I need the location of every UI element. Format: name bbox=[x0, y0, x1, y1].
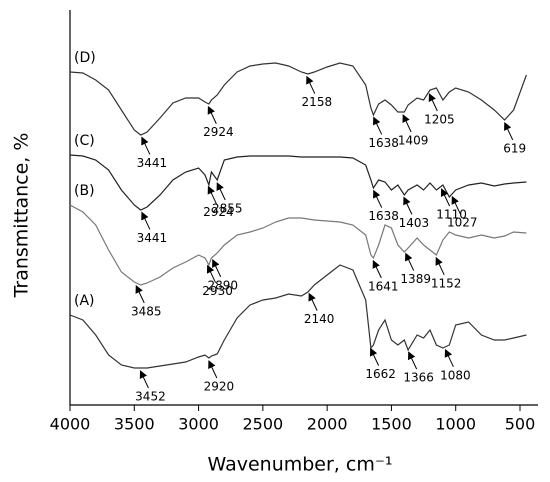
spectrum-line bbox=[69, 204, 527, 286]
peak-arrow bbox=[212, 258, 222, 278]
peak-arrow bbox=[405, 252, 415, 271]
series-label: (D) bbox=[74, 50, 96, 66]
spectrum-line bbox=[69, 264, 527, 369]
x-tick-label: 2500 bbox=[242, 415, 283, 434]
peak-label: 3485 bbox=[131, 304, 162, 318]
peak-label: 1152 bbox=[431, 276, 462, 290]
peak-label: 3452 bbox=[135, 390, 166, 404]
peak-arrow bbox=[207, 105, 217, 124]
peak-label: 2920 bbox=[204, 380, 235, 394]
peak-arrow bbox=[141, 211, 151, 230]
peak-arrow bbox=[504, 121, 514, 141]
peak-arrow bbox=[308, 292, 318, 311]
peak-arrow bbox=[306, 75, 316, 94]
x-tick-label: 500 bbox=[505, 415, 536, 434]
peak-arrow bbox=[373, 116, 383, 135]
peak-label: 1403 bbox=[399, 216, 430, 230]
peak-arrow bbox=[141, 136, 151, 155]
peak-label: 2924 bbox=[203, 205, 234, 219]
peak-arrow bbox=[139, 370, 149, 389]
peak-arrow bbox=[402, 114, 412, 133]
peak-arrow bbox=[206, 264, 217, 283]
peak-label: 1027 bbox=[447, 215, 478, 229]
spectrum-line bbox=[69, 154, 527, 211]
series-label: (A) bbox=[74, 293, 95, 309]
peak-label: 1409 bbox=[398, 134, 429, 148]
peak-label: 3441 bbox=[137, 231, 168, 245]
x-tick-label: 3500 bbox=[114, 415, 155, 434]
peak-arrow bbox=[435, 256, 445, 276]
peak-arrow bbox=[372, 259, 382, 279]
series-label: (B) bbox=[74, 183, 95, 199]
peak-arrow bbox=[451, 195, 461, 214]
peak-arrow bbox=[373, 189, 383, 208]
peak-arrow bbox=[369, 347, 380, 366]
peak-label: 619 bbox=[503, 141, 526, 155]
peak-arrow bbox=[208, 360, 218, 379]
peak-label: 2855 bbox=[212, 202, 243, 216]
y-axis-label: Transmittance, % bbox=[11, 133, 33, 299]
peak-arrow bbox=[403, 196, 413, 215]
x-tick-label: 3000 bbox=[178, 415, 219, 434]
peak-label: 2930 bbox=[202, 284, 233, 298]
peak-arrow bbox=[440, 188, 451, 207]
series-label: (C) bbox=[74, 133, 95, 149]
peak-label: 1205 bbox=[424, 113, 455, 127]
peak-label: 1389 bbox=[400, 272, 431, 286]
peak-label: 1638 bbox=[368, 209, 399, 223]
peak-label: 2158 bbox=[302, 95, 333, 109]
peak-label: 1638 bbox=[368, 136, 399, 150]
peak-arrow bbox=[216, 182, 226, 201]
peak-arrow bbox=[408, 351, 418, 370]
peak-label: 1366 bbox=[403, 371, 434, 385]
peak-label: 3441 bbox=[137, 156, 168, 170]
peak-label: 2140 bbox=[304, 312, 335, 326]
x-axis-label: Wavenumber, cm⁻¹ bbox=[208, 454, 393, 476]
x-tick-label: 1000 bbox=[435, 415, 476, 434]
x-tick-label: 2000 bbox=[307, 415, 348, 434]
spectrum-line bbox=[69, 62, 527, 136]
peak-label: 1080 bbox=[440, 368, 471, 382]
peak-arrow bbox=[135, 284, 145, 304]
peak-label: 2924 bbox=[203, 125, 234, 139]
x-tick-label: 4000 bbox=[50, 415, 91, 434]
peak-arrow bbox=[207, 185, 217, 204]
peak-label: 2890 bbox=[207, 278, 238, 292]
peak-arrow bbox=[444, 348, 454, 368]
x-tick-label: 1500 bbox=[371, 415, 412, 434]
peak-label: 1662 bbox=[365, 367, 396, 381]
peak-arrow bbox=[428, 93, 438, 112]
peak-label: 1641 bbox=[368, 279, 399, 293]
